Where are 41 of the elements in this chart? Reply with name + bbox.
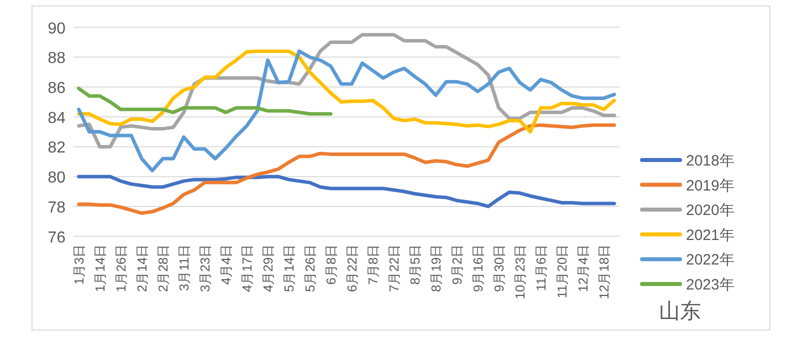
x-tick-label: 10月23日 <box>512 244 528 300</box>
x-tick-label: 1月26日 <box>113 244 128 292</box>
x-tick-label: 8月5日 <box>407 244 422 285</box>
y-tick-label: 82 <box>48 140 66 157</box>
y-tick-label: 80 <box>48 170 66 187</box>
legend-label: 2022年 <box>686 252 734 269</box>
y-tick-label: 78 <box>48 199 66 216</box>
y-tick-label: 90 <box>48 20 66 38</box>
x-tick-label: 4月29日 <box>260 244 276 292</box>
x-tick-label: 1月14日 <box>92 244 108 292</box>
legend-label: 2021年 <box>686 226 734 244</box>
text: 山东 <box>659 300 701 323</box>
x-tick-label: 6月8日 <box>323 244 338 285</box>
x-tick-label: 11月20日 <box>554 244 570 298</box>
x-tick-label: 6月22日 <box>344 244 360 292</box>
x-tick-label: 9月2日 <box>449 244 464 285</box>
legend-label: 2023年 <box>686 276 734 294</box>
x-tick-label: 11月6日 <box>533 244 548 292</box>
legend-label: 2018年 <box>686 152 734 170</box>
x-tick-label: 12月4日 <box>575 244 590 292</box>
y-tick-label: 88 <box>48 50 66 68</box>
x-tick-label: 7月8日 <box>365 244 380 285</box>
x-tick-label: 4月4日 <box>218 244 234 285</box>
legend-label: 2020年 <box>686 202 734 220</box>
x-tick-label: 8月19日 <box>428 244 444 292</box>
x-tick-label: 4月17日 <box>239 244 254 292</box>
x-tick-label: 5月26日 <box>302 244 318 292</box>
y-tick-label: 76 <box>48 229 66 246</box>
legend-label: 2019年 <box>686 177 734 194</box>
x-tick-label: 3月11日 <box>176 244 192 292</box>
x-tick-label: 2月14日 <box>134 244 150 292</box>
x-tick-label: 9月30日 <box>491 244 506 292</box>
x-tick-label: 12月18日 <box>596 244 612 300</box>
x-tick-label: 2月28日 <box>155 244 170 292</box>
x-tick-label: 3月23日 <box>197 244 212 292</box>
x-tick-label: 5月14日 <box>281 244 296 292</box>
x-tick-label: 7月22日 <box>386 244 402 292</box>
x-tick-label: 9月16日 <box>470 244 486 292</box>
y-tick-label: 84 <box>48 110 66 127</box>
x-tick-label: 1月3日 <box>71 244 86 285</box>
y-tick-label: 86 <box>48 80 66 98</box>
